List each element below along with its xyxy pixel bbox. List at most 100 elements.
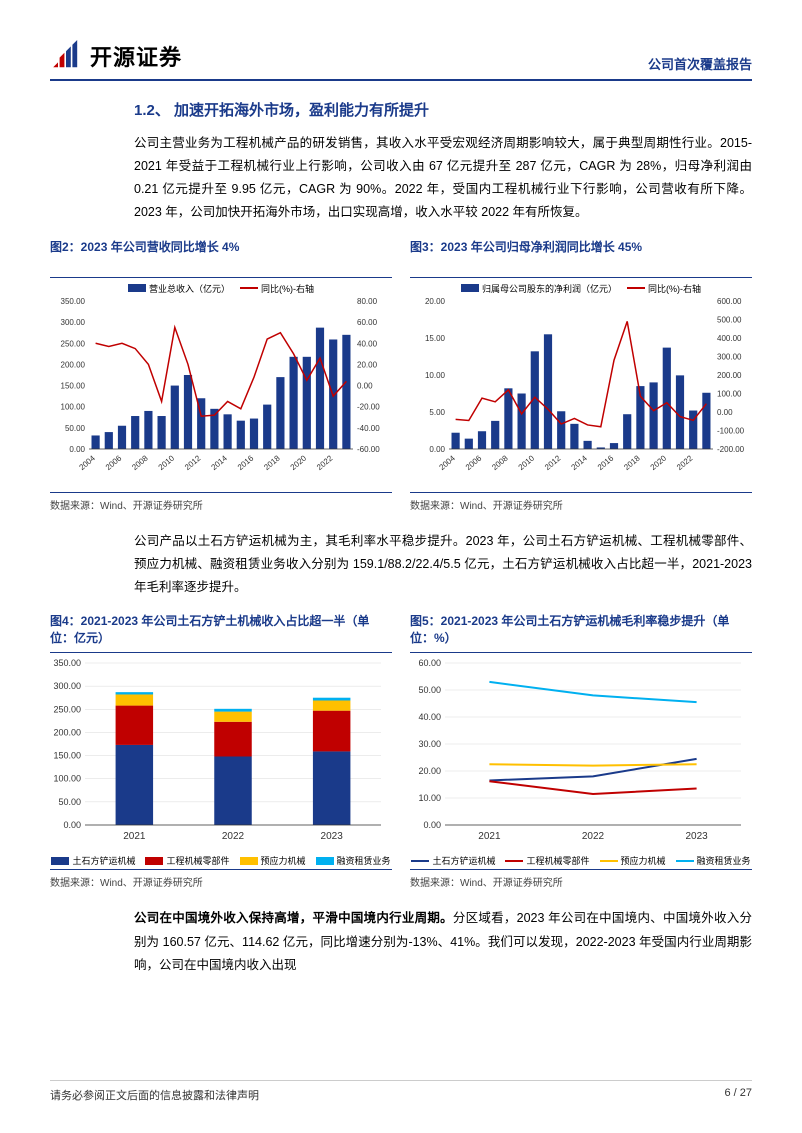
legend-label: 预应力机械	[261, 854, 306, 867]
report-type: 公司首次覆盖报告	[648, 54, 752, 73]
legend-label: 营业总收入（亿元）	[149, 282, 230, 295]
chart-4-box: 图4：2021-2023 年公司土石方铲土机械收入占比超一半（单位：亿元） 0.…	[50, 613, 392, 890]
divider	[50, 652, 392, 653]
svg-text:-200.00: -200.00	[717, 445, 745, 454]
svg-text:2022: 2022	[675, 453, 695, 472]
svg-text:400.00: 400.00	[717, 334, 742, 343]
section-heading: 加速开拓海外市场，盈利能力有所提升	[174, 102, 429, 119]
svg-text:0.00: 0.00	[63, 820, 81, 830]
svg-text:50.00: 50.00	[58, 797, 81, 807]
svg-text:2010: 2010	[157, 453, 177, 472]
chart-4: 0.0050.00100.00150.00200.00250.00300.003…	[50, 657, 392, 847]
svg-text:2021: 2021	[478, 831, 501, 842]
chart-2-legend: 营业总收入（亿元） 同比(%)-右轴	[50, 282, 392, 295]
svg-text:20.00: 20.00	[418, 766, 441, 776]
divider	[50, 492, 392, 493]
svg-text:2008: 2008	[130, 453, 150, 472]
svg-text:20.00: 20.00	[425, 297, 446, 306]
svg-text:600.00: 600.00	[717, 297, 742, 306]
svg-text:2021: 2021	[123, 831, 146, 842]
svg-text:500.00: 500.00	[717, 315, 742, 324]
svg-text:-20.00: -20.00	[357, 402, 380, 411]
svg-text:2012: 2012	[543, 453, 563, 472]
divider	[410, 277, 752, 278]
svg-text:2022: 2022	[315, 453, 335, 472]
svg-text:-60.00: -60.00	[357, 445, 380, 454]
svg-text:80.00: 80.00	[357, 297, 378, 306]
divider	[50, 277, 392, 278]
chart-2: 0.0050.00100.00150.00200.00250.00300.003…	[50, 295, 392, 485]
chart-3-box: 图3：2023 年公司归母净利润同比增长 45% 归属母公司股东的净利润（亿元）…	[410, 239, 752, 512]
legend-label: 预应力机械	[621, 854, 666, 867]
charts-row-1: 图2：2023 年公司营收同比增长 4% 营业总收入（亿元） 同比(%)-右轴 …	[50, 239, 752, 512]
chart-4-source: 数据来源：Wind、开源证券研究所	[50, 874, 392, 889]
section-title: 1.2、 加速开拓海外市场，盈利能力有所提升	[134, 99, 752, 120]
legend-label: 工程机械零部件	[166, 854, 229, 867]
chart-5-box: 图5：2021-2023 年公司土石方铲运机械毛利率稳步提升（单位：%） 0.0…	[410, 613, 752, 890]
page-header: 开源证券 公司首次覆盖报告	[50, 40, 752, 81]
svg-text:2004: 2004	[77, 453, 97, 472]
svg-text:40.00: 40.00	[357, 339, 378, 348]
page-footer: 请务必参阅正文后面的信息披露和法律声明 6 / 27	[50, 1080, 752, 1103]
svg-text:200.00: 200.00	[53, 728, 81, 738]
legend-label: 同比(%)-右轴	[648, 282, 701, 295]
svg-text:10.00: 10.00	[425, 371, 446, 380]
svg-text:100.00: 100.00	[717, 389, 742, 398]
svg-text:0.00: 0.00	[717, 408, 733, 417]
svg-text:2020: 2020	[289, 453, 309, 472]
svg-text:0.00: 0.00	[69, 445, 85, 454]
svg-text:100.00: 100.00	[61, 402, 86, 411]
chart-2-box: 图2：2023 年公司营收同比增长 4% 营业总收入（亿元） 同比(%)-右轴 …	[50, 239, 392, 512]
charts-row-2: 图4：2021-2023 年公司土石方铲土机械收入占比超一半（单位：亿元） 0.…	[50, 613, 752, 890]
legend-label: 工程机械零部件	[526, 854, 589, 867]
svg-text:2004: 2004	[437, 453, 457, 472]
chart-5-title: 图5：2021-2023 年公司土石方铲运机械毛利率稳步提升（单位：%）	[410, 613, 752, 647]
svg-text:60.00: 60.00	[418, 658, 441, 668]
svg-text:100.00: 100.00	[53, 774, 81, 784]
chart-5: 0.0010.0020.0030.0040.0050.0060.00202120…	[410, 657, 752, 847]
chart-2-source: 数据来源：Wind、开源证券研究所	[50, 497, 392, 512]
chart-4-legend: 土石方铲运机械工程机械零部件预应力机械融资租赁业务	[50, 854, 392, 867]
svg-text:2014: 2014	[209, 453, 229, 472]
svg-text:10.00: 10.00	[418, 793, 441, 803]
svg-text:-40.00: -40.00	[357, 423, 380, 432]
svg-text:2006: 2006	[104, 453, 124, 472]
footer-page: 6 / 27	[724, 1087, 752, 1103]
divider	[410, 652, 752, 653]
divider	[410, 492, 752, 493]
svg-text:2010: 2010	[517, 453, 537, 472]
chart-3: 0.005.0010.0015.0020.00-200.00-100.000.0…	[410, 295, 752, 485]
logo-icon	[50, 40, 82, 72]
svg-text:2020: 2020	[649, 453, 669, 472]
paragraph-1: 公司主营业务为工程机械产品的研发销售，其收入水平受宏观经济周期影响较大，属于典型…	[134, 132, 752, 225]
footer-disclaimer: 请务必参阅正文后面的信息披露和法律声明	[50, 1087, 259, 1103]
chart-3-legend: 归属母公司股东的净利润（亿元） 同比(%)-右轴	[410, 282, 752, 295]
svg-text:-100.00: -100.00	[717, 426, 745, 435]
svg-text:0.00: 0.00	[429, 445, 445, 454]
svg-text:250.00: 250.00	[53, 705, 81, 715]
paragraph-3-bold: 公司在中国境外收入保持高增，平滑中国境内行业周期。	[134, 911, 453, 925]
svg-text:0.00: 0.00	[423, 820, 441, 830]
section-number: 1.2、	[134, 102, 170, 119]
svg-text:40.00: 40.00	[418, 712, 441, 722]
svg-text:60.00: 60.00	[357, 318, 378, 327]
brand-logo: 开源证券	[50, 40, 182, 72]
svg-text:2023: 2023	[321, 831, 344, 842]
svg-text:2006: 2006	[464, 453, 484, 472]
svg-text:2016: 2016	[236, 453, 256, 472]
svg-text:300.00: 300.00	[61, 318, 86, 327]
svg-text:2016: 2016	[596, 453, 616, 472]
svg-text:2018: 2018	[262, 453, 282, 472]
svg-text:2018: 2018	[622, 453, 642, 472]
chart-3-title: 图3：2023 年公司归母净利润同比增长 45%	[410, 239, 752, 271]
svg-text:2022: 2022	[582, 831, 605, 842]
chart-5-legend: 土石方铲运机械工程机械零部件预应力机械融资租赁业务	[410, 854, 752, 867]
chart-3-source: 数据来源：Wind、开源证券研究所	[410, 497, 752, 512]
divider	[50, 869, 392, 870]
svg-text:200.00: 200.00	[717, 371, 742, 380]
svg-text:30.00: 30.00	[418, 739, 441, 749]
svg-text:200.00: 200.00	[61, 360, 86, 369]
svg-text:2014: 2014	[569, 453, 589, 472]
svg-text:250.00: 250.00	[61, 339, 86, 348]
svg-text:0.00: 0.00	[357, 381, 373, 390]
